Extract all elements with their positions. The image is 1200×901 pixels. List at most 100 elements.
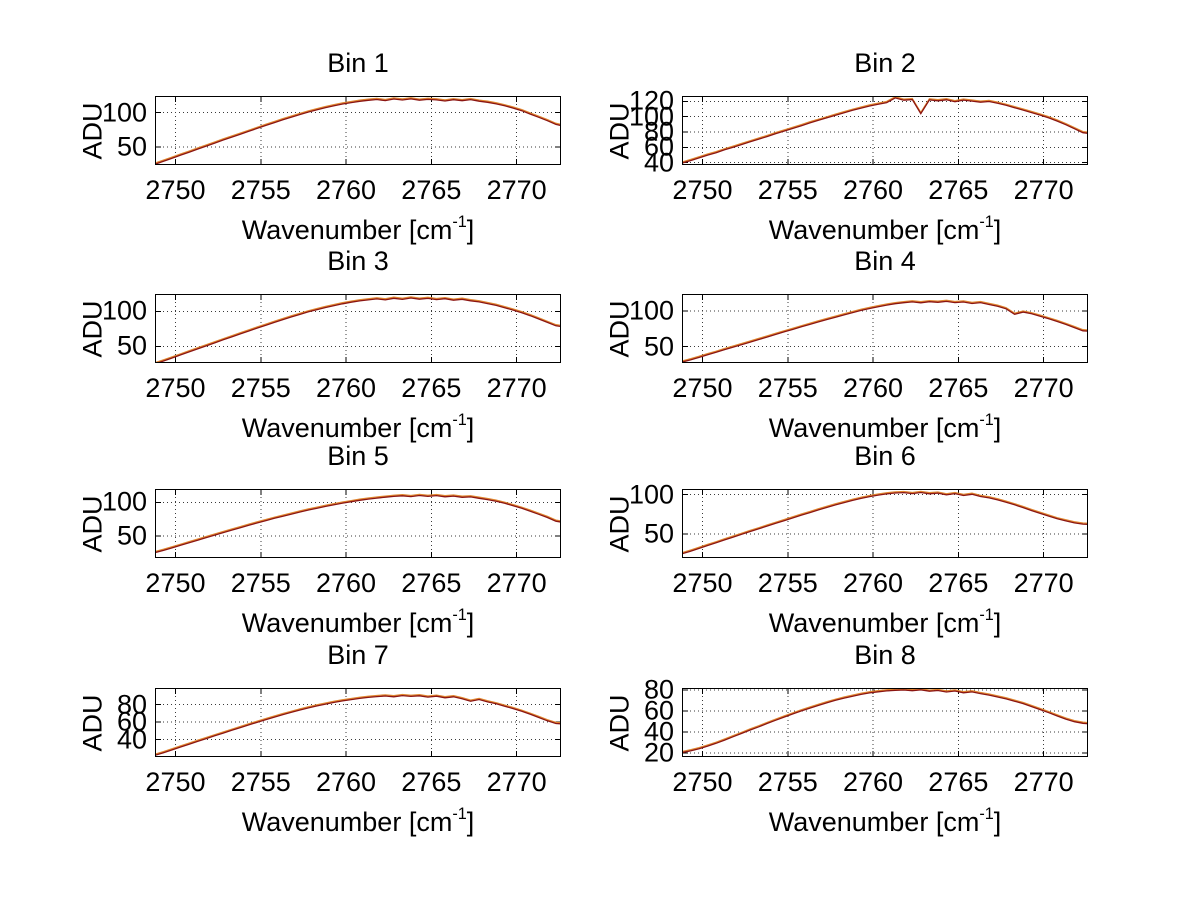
subplot-title: Bin 3 bbox=[327, 246, 389, 276]
x-tick-label: 2755 bbox=[230, 767, 291, 797]
spectrum-line-underlay bbox=[682, 299, 1088, 362]
x-tick-label: 2750 bbox=[672, 175, 733, 205]
x-axis-label: Wavenumber [cm-1] bbox=[769, 407, 1001, 444]
x-tick-label: 2765 bbox=[928, 568, 989, 598]
x-axis-label: Wavenumber [cm-1] bbox=[769, 602, 1001, 639]
spectrum-line bbox=[682, 689, 1088, 754]
axes-box bbox=[155, 96, 561, 165]
subplot-title: Bin 7 bbox=[327, 640, 389, 670]
x-axis-label-bracket: ] bbox=[466, 608, 475, 638]
x-tick-label: 2770 bbox=[1013, 767, 1074, 797]
y-tick-label: 60 bbox=[643, 131, 674, 162]
plot-area bbox=[155, 489, 561, 558]
spectrum-line-underlay bbox=[155, 493, 561, 553]
x-tick-label: 2760 bbox=[316, 568, 377, 598]
spectrum-line-underlay bbox=[682, 96, 1088, 163]
x-axis-label-bracket: ] bbox=[993, 215, 1002, 245]
x-axis-label-bracket: ] bbox=[466, 807, 475, 837]
x-tick-label: 2755 bbox=[757, 767, 818, 797]
x-tick-label: 2770 bbox=[486, 767, 547, 797]
x-axis-label: Wavenumber [cm-1] bbox=[242, 407, 474, 444]
subplot-title: Bin 8 bbox=[854, 640, 916, 670]
plot-area bbox=[155, 294, 561, 363]
spectrum-line-underlay bbox=[155, 296, 561, 363]
subplot-title: Bin 2 bbox=[854, 48, 916, 78]
x-axis-label-text: Wavenumber [cm bbox=[768, 608, 980, 638]
x-axis-label-exponent: -1 bbox=[979, 605, 994, 624]
x-axis-label: Wavenumber [cm-1] bbox=[769, 801, 1001, 838]
y-tick-label: 100 bbox=[101, 295, 147, 326]
y-tick-label: 80 bbox=[643, 116, 674, 147]
x-axis-label-bracket: ] bbox=[993, 608, 1002, 638]
spectrum-line bbox=[155, 694, 561, 756]
spectrum-line-underlay bbox=[155, 693, 561, 755]
plot-area bbox=[682, 96, 1088, 165]
x-axis-label-exponent: -1 bbox=[979, 212, 994, 231]
x-tick-label: 2760 bbox=[316, 767, 377, 797]
x-tick-label: 2765 bbox=[401, 568, 462, 598]
plot-area bbox=[682, 688, 1088, 757]
spectrum-line bbox=[682, 491, 1088, 555]
x-tick-label: 2755 bbox=[230, 175, 291, 205]
x-axis-label-exponent: -1 bbox=[979, 804, 994, 823]
axes-box bbox=[682, 489, 1088, 558]
y-tick-label: 50 bbox=[643, 331, 674, 362]
x-tick-label: 2755 bbox=[757, 568, 818, 598]
x-tick-label: 2765 bbox=[928, 767, 989, 797]
x-tick-label: 2765 bbox=[928, 175, 989, 205]
x-axis-label: Wavenumber [cm-1] bbox=[242, 801, 474, 838]
subplot-title: Bin 6 bbox=[854, 441, 916, 471]
x-tick-label: 2750 bbox=[145, 373, 206, 403]
y-tick-label: 20 bbox=[643, 737, 674, 768]
spectrum-line bbox=[155, 297, 561, 363]
spectrum-line-underlay bbox=[682, 490, 1088, 554]
x-axis-label-text: Wavenumber [cm bbox=[768, 807, 980, 837]
axes-box bbox=[682, 688, 1088, 757]
plot-area bbox=[682, 294, 1088, 363]
x-tick-label: 2770 bbox=[486, 568, 547, 598]
x-axis-label-text: Wavenumber [cm bbox=[241, 807, 453, 837]
x-tick-label: 2765 bbox=[928, 373, 989, 403]
y-tick-label: 40 bbox=[643, 716, 674, 747]
x-tick-label: 2770 bbox=[486, 175, 547, 205]
x-tick-label: 2760 bbox=[316, 373, 377, 403]
y-tick-label: 40 bbox=[116, 724, 147, 755]
y-tick-label: 50 bbox=[116, 330, 147, 361]
x-tick-label: 2765 bbox=[401, 767, 462, 797]
x-tick-label: 2755 bbox=[757, 373, 818, 403]
x-tick-label: 2750 bbox=[672, 373, 733, 403]
x-tick-label: 2750 bbox=[145, 175, 206, 205]
y-tick-label: 80 bbox=[643, 674, 674, 705]
x-tick-label: 2750 bbox=[672, 767, 733, 797]
x-tick-label: 2770 bbox=[1013, 568, 1074, 598]
subplot-title: Bin 5 bbox=[327, 441, 389, 471]
x-axis-label-text: Wavenumber [cm bbox=[241, 215, 453, 245]
x-tick-label: 2760 bbox=[316, 175, 377, 205]
subplot-title: Bin 4 bbox=[854, 246, 916, 276]
spectrum-line-underlay bbox=[682, 688, 1088, 753]
x-tick-label: 2750 bbox=[672, 568, 733, 598]
x-tick-label: 2750 bbox=[145, 568, 206, 598]
subplot-title: Bin 1 bbox=[327, 48, 389, 78]
x-axis-label-bracket: ] bbox=[993, 413, 1002, 443]
y-tick-label: 100 bbox=[628, 295, 674, 326]
x-tick-label: 2755 bbox=[230, 568, 291, 598]
x-axis-label-bracket: ] bbox=[993, 807, 1002, 837]
x-tick-label: 2760 bbox=[843, 767, 904, 797]
y-tick-label: 100 bbox=[628, 479, 674, 510]
y-tick-label: 50 bbox=[116, 131, 147, 162]
x-axis-label-exponent: -1 bbox=[452, 605, 467, 624]
x-axis-label-text: Wavenumber [cm bbox=[768, 215, 980, 245]
y-tick-label: 80 bbox=[116, 689, 147, 720]
x-tick-label: 2770 bbox=[1013, 373, 1074, 403]
x-axis-label-exponent: -1 bbox=[452, 804, 467, 823]
x-tick-label: 2770 bbox=[1013, 175, 1074, 205]
x-tick-label: 2750 bbox=[145, 767, 206, 797]
x-axis-label-exponent: -1 bbox=[452, 410, 467, 429]
y-tick-label: 50 bbox=[116, 520, 147, 551]
axes-box bbox=[155, 489, 561, 558]
x-tick-label: 2765 bbox=[401, 373, 462, 403]
x-tick-label: 2770 bbox=[486, 373, 547, 403]
spectrum-line bbox=[155, 98, 561, 165]
